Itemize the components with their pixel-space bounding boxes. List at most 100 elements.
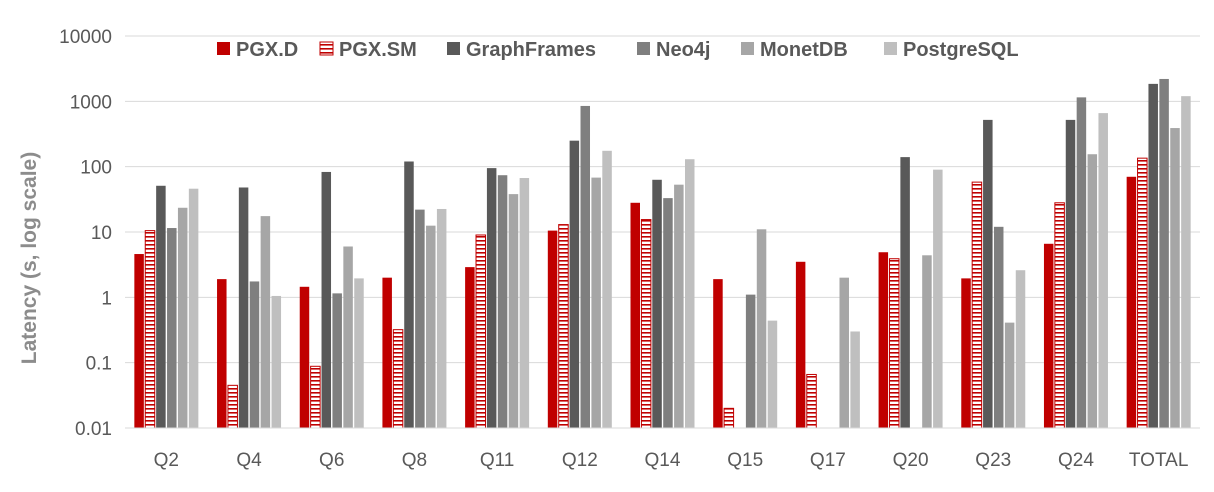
bar-pgx-sm-q20 (888, 258, 900, 429)
y-tick-label: 10 (91, 223, 112, 244)
x-axis-ticks: Q2 Q4 Q6 Q8 Q11 Q12 Q14 Q15 Q17 Q20 Q23 Q24 TOTAL (154, 450, 1189, 471)
bar-monetdb-q20 (922, 255, 932, 428)
bar-pgx-sm-q12 (558, 224, 569, 429)
bar-postgresql-q12 (602, 150, 612, 428)
x-tick-label: Q14 (645, 450, 681, 471)
bar-graphframes-q2 (156, 185, 166, 428)
bar-monetdb-total (1170, 128, 1180, 428)
bar-pgx-d-q24 (1043, 243, 1054, 428)
y-tick-label: 1000 (70, 92, 112, 113)
x-tick-label: Q4 (236, 450, 262, 471)
x-tick-label: Q20 (893, 450, 929, 471)
bar-graphframes-q24 (1065, 119, 1076, 428)
y-tick-label: 1 (101, 288, 112, 309)
bar-graphframes-q23 (983, 119, 993, 428)
bar-pgx-sm-q6 (310, 365, 321, 429)
legend-label-monetdb: MonetDB (760, 39, 848, 61)
bar-monetdb-q11 (508, 194, 519, 428)
bar-graphframes-q14 (652, 179, 662, 428)
legend-swatch-monetdb (741, 42, 754, 55)
bar-pgx-sm-q8 (392, 329, 404, 429)
y-axis-ticks: 0.01 0.1 1 10 100 1000 10000 (59, 27, 112, 440)
y-tick-label: 0.01 (75, 419, 112, 440)
x-tick-label: Q12 (562, 450, 598, 471)
bar-pgx-d-q14 (630, 202, 640, 428)
legend-swatch-pgx-d (217, 42, 230, 55)
bar-pgx-sm-q24 (1054, 202, 1065, 429)
bar-neo4j-q14 (663, 198, 673, 428)
bar-neo4j-q4 (249, 281, 260, 428)
bar-postgresql-q20 (933, 169, 943, 428)
bars (134, 78, 1191, 429)
bar-postgresql-q2 (188, 188, 199, 428)
bar-neo4j-total (1159, 78, 1169, 428)
bar-postgresql-q4 (271, 295, 282, 428)
y-axis-label: Latency (s, log scale) (18, 152, 41, 364)
x-tick-label: Q17 (810, 450, 846, 471)
bar-pgx-d-q20 (878, 252, 889, 428)
bar-graphframes-q11 (486, 168, 497, 428)
bar-neo4j-q15 (745, 294, 756, 428)
legend-swatch-neo4j (637, 42, 650, 55)
bar-pgx-sm-q14 (640, 219, 652, 429)
legend-label-pgx-sm: PGX.SM (339, 39, 417, 61)
bar-postgresql-q23 (1015, 270, 1026, 428)
bar-neo4j-q11 (497, 175, 508, 428)
bar-pgx-sm-q2 (144, 230, 156, 429)
bar-pgx-d-q4 (217, 279, 227, 428)
legend-swatch-pgx-sm (319, 41, 334, 56)
legend-label-neo4j: Neo4j (656, 39, 710, 61)
x-tick-label: Q15 (727, 450, 763, 471)
bar-neo4j-q8 (415, 209, 425, 428)
bar-neo4j-q23 (993, 226, 1004, 428)
bar-postgresql-q8 (436, 208, 447, 428)
bar-monetdb-q24 (1087, 154, 1098, 428)
bar-graphframes-q12 (569, 140, 580, 429)
bar-postgresql-q15 (767, 320, 778, 428)
bar-neo4j-q24 (1076, 97, 1087, 429)
y-tick-label: 0.1 (86, 354, 112, 375)
bar-monetdb-q6 (343, 246, 353, 428)
bar-pgx-d-q12 (547, 230, 558, 428)
bar-monetdb-q4 (260, 216, 271, 428)
legend-swatch-graphframes (447, 42, 460, 55)
bar-pgx-d-q17 (795, 261, 806, 428)
bar-postgresql-q24 (1098, 113, 1108, 428)
legend-label-postgresql: PostgreSQL (903, 39, 1019, 61)
bar-pgx-sm-q15 (723, 407, 735, 429)
bar-monetdb-q17 (839, 277, 849, 428)
x-tick-label: Q8 (402, 450, 427, 471)
bar-pgx-d-q2 (134, 254, 144, 428)
bar-pgx-sm-q4 (227, 384, 238, 429)
bar-monetdb-q14 (674, 184, 684, 428)
bar-pgx-sm-total (1137, 157, 1148, 429)
x-tick-label: Q23 (975, 450, 1011, 471)
bar-graphframes-q4 (238, 187, 249, 428)
bar-pgx-d-q15 (713, 279, 723, 428)
bar-pgx-d-q23 (961, 278, 971, 428)
bar-pgx-d-q6 (299, 286, 310, 428)
bar-graphframes-q20 (900, 157, 910, 428)
bar-graphframes-q8 (404, 161, 414, 429)
bar-postgresql-total (1181, 96, 1191, 428)
legend: PGX.D PGX.SM GraphFrames Neo4j MonetDB Postgr… (217, 39, 1019, 61)
legend-label-pgx-d: PGX.D (236, 39, 298, 61)
grid-lines (125, 35, 1200, 364)
bar-postgresql-q17 (850, 331, 860, 428)
bar-neo4j-q12 (580, 105, 591, 428)
x-tick-label: TOTAL (1129, 450, 1188, 471)
bar-graphframes-total (1148, 83, 1158, 428)
bar-monetdb-q8 (426, 225, 436, 428)
bar-postgresql-q14 (685, 159, 695, 429)
x-tick-label: Q24 (1058, 450, 1094, 471)
x-tick-label: Q2 (154, 450, 179, 471)
bar-monetdb-q12 (591, 177, 601, 428)
bar-pgx-d-q8 (382, 277, 392, 428)
bar-pgx-sm-q23 (971, 181, 983, 429)
bar-neo4j-q2 (167, 228, 177, 428)
bar-pgx-sm-q11 (475, 234, 487, 429)
x-tick-label: Q6 (319, 450, 344, 471)
y-tick-label: 100 (80, 158, 112, 179)
bar-monetdb-q15 (756, 229, 767, 428)
legend-swatch-postgresql (884, 42, 897, 55)
